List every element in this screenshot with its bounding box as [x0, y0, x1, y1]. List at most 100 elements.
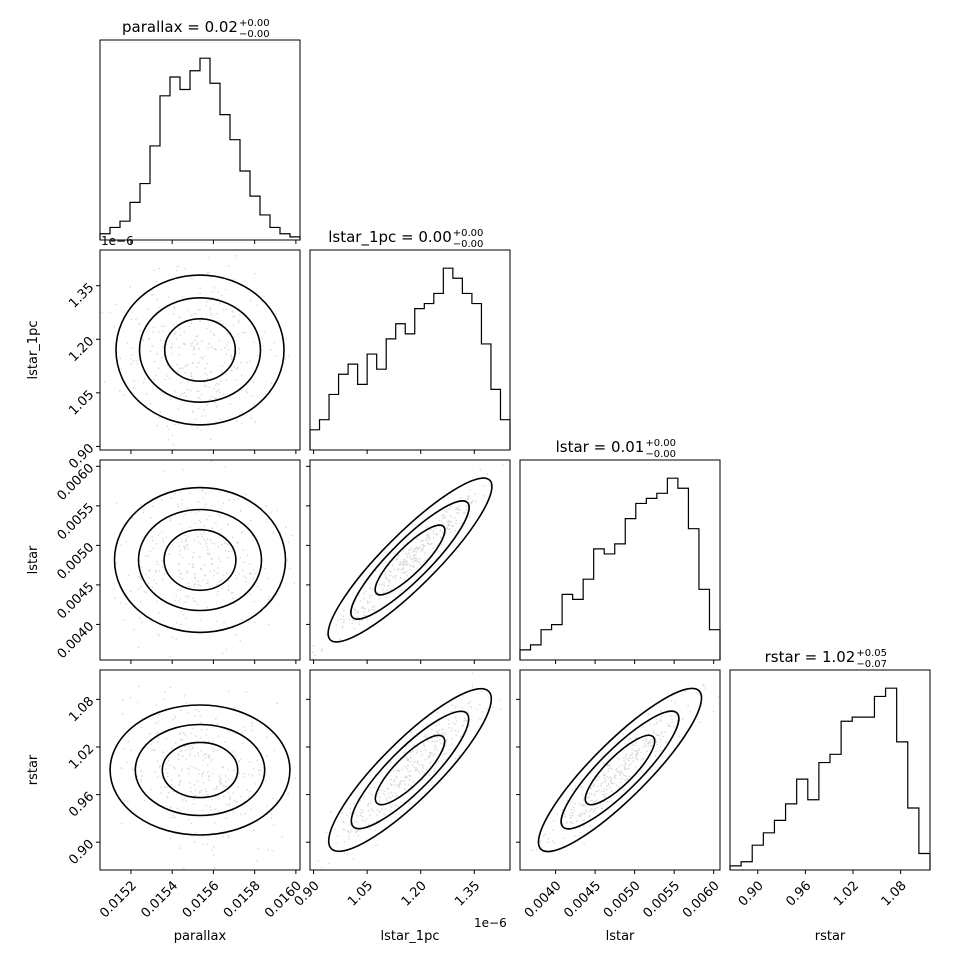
sample-point — [205, 305, 207, 307]
sample-point — [256, 759, 259, 762]
sample-point — [481, 690, 483, 693]
sample-point — [345, 814, 348, 816]
sample-point — [321, 648, 323, 650]
sample-point — [206, 728, 209, 731]
sample-point — [206, 546, 208, 548]
sample-point — [224, 346, 226, 349]
sample-point — [270, 382, 273, 385]
sample-point — [500, 708, 502, 711]
sample-point — [400, 780, 402, 782]
sample-point — [177, 563, 180, 565]
sample-point — [171, 352, 173, 355]
histogram-rstar — [729, 687, 931, 870]
sample-point — [223, 795, 225, 797]
sample-point — [212, 750, 214, 753]
sample-point — [429, 761, 432, 764]
sample-point — [161, 566, 164, 569]
y-tick-label: 0.0055 — [55, 501, 98, 544]
sample-point — [423, 735, 426, 738]
sample-point — [198, 710, 200, 713]
sample-point — [450, 729, 453, 732]
sample-point — [667, 725, 670, 727]
sample-point — [198, 510, 200, 513]
sample-point — [139, 329, 141, 332]
sample-point — [367, 810, 370, 812]
sample-point — [237, 786, 239, 788]
sample-point — [388, 570, 391, 572]
sample-point — [245, 390, 247, 393]
sample-point — [598, 776, 601, 779]
sample-point — [264, 331, 266, 334]
sample-point — [582, 799, 585, 801]
sample-point — [572, 806, 575, 809]
sample-point — [625, 756, 627, 758]
sample-point — [635, 757, 637, 760]
sample-point — [287, 355, 290, 358]
sample-point — [562, 823, 564, 825]
sample-point — [178, 775, 180, 777]
sample-point — [197, 541, 200, 544]
sample-point — [569, 816, 572, 819]
sample-point — [646, 750, 649, 753]
sample-point — [405, 563, 408, 565]
sample-point — [169, 816, 172, 819]
sample-point — [448, 726, 450, 729]
sample-point — [137, 576, 140, 578]
sample-point — [325, 831, 328, 833]
sample-point — [422, 767, 424, 769]
sample-point — [450, 505, 452, 508]
sample-point — [189, 492, 192, 495]
sample-point — [140, 781, 143, 783]
sample-point — [201, 773, 203, 775]
sample-point — [170, 779, 173, 781]
sample-point — [642, 757, 645, 760]
sample-point — [450, 520, 452, 523]
sample-point — [217, 735, 220, 737]
sample-point — [158, 331, 160, 333]
sample-point — [173, 599, 176, 602]
sample-point — [574, 834, 576, 837]
sample-point — [409, 769, 412, 772]
sample-point — [228, 804, 230, 807]
sample-point — [471, 686, 474, 688]
x-tick-label: 0.0045 — [561, 878, 604, 921]
sample-point — [232, 316, 235, 318]
sample-point — [195, 313, 198, 315]
sample-point — [121, 713, 124, 715]
sample-point — [220, 783, 222, 785]
sample-point — [385, 797, 388, 800]
sample-point — [160, 339, 162, 342]
x-tick-label: 0.0152 — [97, 878, 140, 921]
sample-point — [443, 732, 446, 734]
sample-point — [187, 595, 190, 597]
sample-point — [406, 574, 409, 577]
sample-point — [449, 749, 451, 751]
sample-point — [492, 706, 494, 708]
sample-point — [185, 734, 187, 737]
sample-point — [119, 357, 122, 360]
sample-point — [407, 759, 410, 761]
sample-point — [649, 724, 652, 726]
sample-point — [479, 468, 482, 471]
sample-point — [577, 814, 580, 817]
sample-point — [248, 796, 250, 799]
sample-point — [253, 341, 255, 344]
sample-point — [192, 746, 194, 748]
sample-point — [268, 596, 271, 598]
sample-point — [364, 614, 367, 617]
sample-point — [204, 564, 206, 566]
sample-point — [223, 621, 225, 623]
sample-point — [171, 636, 174, 638]
sample-point — [358, 829, 360, 831]
sample-point — [193, 573, 196, 575]
sample-point — [229, 355, 232, 358]
sample-point — [463, 717, 466, 719]
sample-point — [222, 785, 225, 787]
sample-point — [234, 574, 237, 577]
sample-point — [137, 701, 139, 704]
sample-point — [155, 704, 158, 707]
sample-point — [454, 529, 457, 532]
sample-point — [143, 590, 146, 593]
sample-point — [424, 758, 427, 761]
sample-point — [196, 780, 199, 783]
